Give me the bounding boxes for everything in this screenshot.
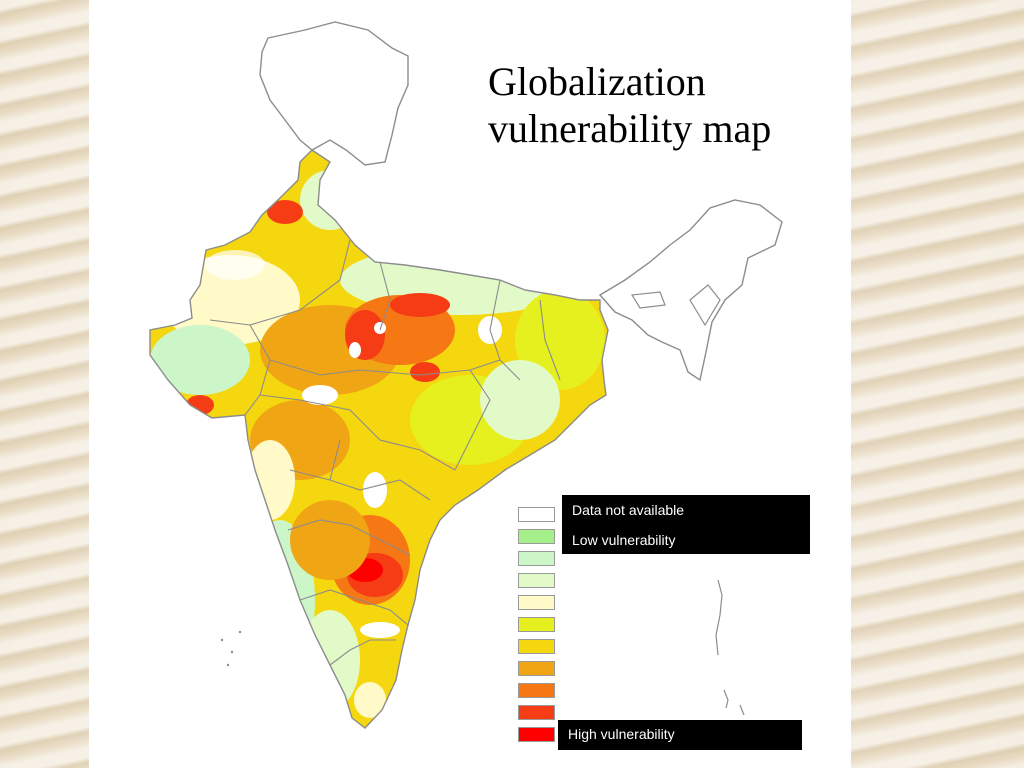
slide-title: Globalization vulnerability map [488,58,828,152]
lakshadweep-islands [220,630,242,667]
legend-swatch-3 [518,573,555,588]
slide-title-line-2: vulnerability map [488,106,772,151]
legend-swatch-1 [518,529,555,544]
legend-swatch-5 [518,617,555,632]
legend-label-high: High vulnerability [558,720,802,750]
legend-swatch-2 [518,551,555,566]
slide-title-line-1: Globalization [488,59,706,104]
northern-territory-outline [259,21,409,166]
northeast-outline [598,199,783,382]
legend-label-low: Low vulnerability [572,532,676,548]
state-boundaries [149,149,609,729]
legend-swatch-7 [518,661,555,676]
legend-swatch-4 [518,595,555,610]
legend-swatch-6 [518,639,555,654]
andaman-nicobar-islands [715,579,745,716]
legend-swatch-no-data [518,507,555,522]
legend-label-box-top: Data not available Low vulnerability [562,495,810,554]
legend-swatch-9 [518,705,555,720]
legend-label-not-available: Data not available [572,502,685,518]
legend-swatch-10 [518,727,555,742]
legend-swatch-8 [518,683,555,698]
